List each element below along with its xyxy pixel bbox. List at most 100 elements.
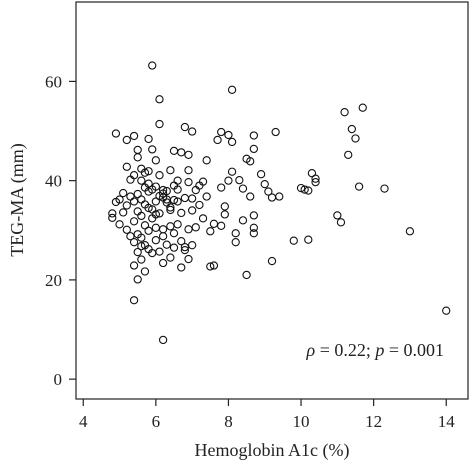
data-point [220, 210, 229, 219]
data-point [238, 184, 248, 193]
data-point [144, 203, 153, 213]
data-point [158, 232, 168, 241]
data-point [264, 187, 273, 196]
data-point [115, 220, 124, 229]
data-point [209, 219, 219, 228]
data-point [209, 261, 219, 270]
data-point [184, 177, 193, 187]
data-point [220, 202, 229, 211]
data-point [173, 197, 182, 206]
data-point [206, 262, 215, 271]
data-point [358, 103, 367, 112]
data-point [155, 247, 164, 256]
x-tick-labels: 4 6 8 10 12 14 [79, 412, 455, 431]
data-point [206, 227, 215, 236]
data-point [108, 209, 117, 218]
data-point [169, 181, 179, 190]
data-point [347, 124, 357, 134]
x-tick-label: 12 [365, 412, 382, 431]
data-point [184, 225, 193, 234]
data-point [249, 229, 259, 238]
data-point [151, 236, 161, 245]
data-point [249, 211, 259, 220]
data-point [173, 176, 182, 185]
data-point [351, 134, 360, 143]
data-point [137, 242, 146, 251]
data-point [224, 176, 233, 185]
data-point [158, 225, 168, 234]
x-tick-label: 4 [79, 412, 88, 431]
data-point [246, 192, 255, 201]
data-point [129, 131, 139, 141]
data-point [202, 192, 211, 201]
data-point [144, 179, 153, 188]
data-point [158, 258, 168, 268]
data-point [307, 169, 317, 178]
data-point [336, 218, 346, 227]
data-point [140, 168, 150, 177]
data-point [202, 156, 211, 165]
data-point [344, 150, 353, 159]
p-value: = 0.001 [384, 340, 444, 360]
data-point [184, 166, 193, 175]
rho-value: = 0.22; [315, 340, 375, 360]
data-point [195, 200, 204, 210]
data-point [144, 226, 153, 235]
data-point [155, 171, 164, 180]
data-point [133, 145, 142, 155]
data-point [166, 166, 175, 175]
data-point [122, 135, 131, 145]
data-point [148, 185, 157, 194]
plot-frame [75, 1, 469, 400]
data-point [354, 182, 364, 191]
data-point [155, 209, 164, 218]
data-point [380, 184, 389, 193]
rho-symbol: ρ [306, 340, 316, 360]
data-point [227, 167, 237, 176]
axis-ticks [69, 80, 447, 406]
data-point [144, 167, 153, 176]
data-point [158, 185, 168, 195]
data-point [148, 248, 157, 258]
data-point [137, 233, 146, 242]
data-point [133, 247, 142, 257]
data-point [148, 61, 157, 70]
data-point [111, 197, 121, 207]
data-point [180, 245, 190, 255]
x-tick-label: 14 [438, 412, 456, 431]
data-point [227, 85, 237, 94]
data-point [177, 263, 186, 272]
data-point [122, 162, 131, 171]
data-point [191, 185, 200, 195]
data-point [126, 175, 135, 184]
data-point [311, 177, 320, 187]
data-point [191, 223, 200, 232]
x-tick-label: 10 [293, 412, 310, 431]
data-point [108, 213, 117, 223]
y-tick-label: 60 [45, 72, 62, 91]
data-point [137, 176, 146, 185]
data-point [122, 201, 131, 210]
data-point [129, 217, 139, 226]
data-point [249, 131, 259, 140]
data-point [129, 261, 139, 270]
data-point [166, 205, 175, 215]
data-point [129, 238, 139, 247]
y-axis-title: TEG-MA (mm) [7, 143, 28, 256]
data-point [289, 236, 298, 245]
data-point [151, 210, 161, 219]
data-point [249, 144, 259, 154]
data-points [108, 61, 451, 345]
data-point [442, 306, 451, 315]
data-point [111, 129, 121, 138]
data-point [166, 253, 175, 262]
data-point [155, 119, 164, 129]
data-point [166, 222, 175, 231]
data-point [158, 189, 168, 198]
y-tick-label: 40 [45, 172, 62, 191]
data-point [144, 134, 153, 144]
data-point [213, 135, 222, 145]
data-point [137, 195, 146, 204]
data-point [151, 223, 161, 232]
data-point [180, 193, 190, 203]
